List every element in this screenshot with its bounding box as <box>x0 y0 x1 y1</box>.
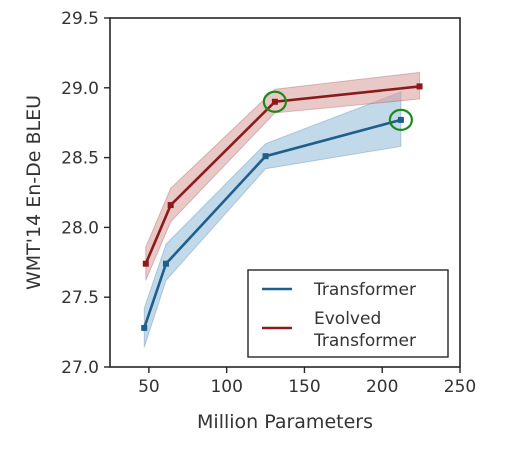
legend-label-transformer: Transformer <box>313 280 416 300</box>
x-tick-label-200: 200 <box>366 377 398 397</box>
x-tick-label-150: 150 <box>288 377 320 397</box>
legend-box <box>247 269 449 358</box>
point-transformer-0 <box>141 324 148 331</box>
point-transformer-1 <box>163 260 169 267</box>
x-tick-label-50: 50 <box>138 377 160 397</box>
point-evolved-transformer-1 <box>167 202 174 209</box>
y-tick-label-28-5: 28.5 <box>61 149 99 169</box>
x-tick-label-250: 250 <box>444 377 476 397</box>
y-axis-label: WMT'14 En-De BLEU <box>23 95 45 290</box>
series-markers <box>141 83 423 331</box>
y-tick-label-27-5: 27.5 <box>61 288 99 308</box>
highlight-circle-transformer <box>388 108 413 132</box>
highlight-circles <box>262 90 413 132</box>
y-tick-label-29-5: 29.5 <box>61 9 99 29</box>
legend: Transformer Evolved Transformer <box>247 269 449 358</box>
x-axis-ticks: 50 100 150 200 250 <box>138 367 476 397</box>
point-evolved-transformer-3 <box>416 83 423 90</box>
highlight-circle-evolved-transformer <box>262 90 287 113</box>
point-transformer-3 <box>397 116 404 123</box>
series-lines <box>142 85 420 329</box>
point-transformer-2 <box>262 153 269 160</box>
point-evolved-transformer-0 <box>142 260 149 267</box>
line-transformer <box>142 118 402 329</box>
x-tick-label-100: 100 <box>210 377 242 397</box>
plot-frame <box>109 17 461 368</box>
y-axis-ticks: 27.0 27.5 28.0 28.5 29.0 29.5 <box>61 9 110 378</box>
line-evolved-transformer <box>144 85 420 265</box>
y-tick-label-28: 28.0 <box>61 218 99 238</box>
y-tick-label-29: 29.0 <box>61 79 99 99</box>
point-evolved-transformer-2 <box>271 98 278 105</box>
legend-label-evolved-transformer: Evolved Transformer <box>313 309 416 351</box>
band-transformer <box>143 91 402 348</box>
y-tick-label-27: 27.0 <box>61 358 99 378</box>
x-axis-label: Million Parameters <box>197 411 373 433</box>
